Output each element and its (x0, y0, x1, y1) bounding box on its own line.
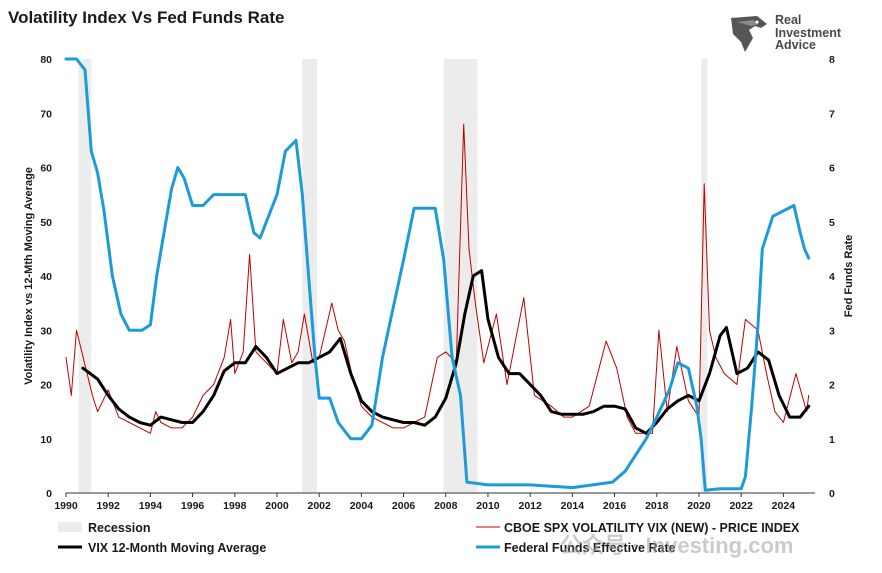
brand-name: Real Investment Advice (775, 14, 841, 52)
y-right-tick-label: 2 (829, 380, 835, 392)
x-tick-label: 2006 (392, 500, 416, 512)
legend-fed-label: Federal Funds Effective Rate (504, 541, 676, 555)
eagle-head-icon (731, 16, 767, 52)
series-lines (64, 57, 811, 492)
x-tick-label: 2004 (350, 500, 374, 512)
fed-funds-rate-line (64, 57, 811, 492)
x-tick-label: 2022 (729, 500, 753, 512)
y-right-tick-label: 8 (829, 54, 835, 66)
x-tick-label: 2024 (772, 500, 796, 512)
legend-recession-swatch (58, 522, 82, 532)
x-tick-label: 2000 (265, 500, 289, 512)
y-right-tick-label: 7 (829, 108, 835, 120)
x-tick-label: 2018 (645, 500, 669, 512)
x-tick-label: 2012 (518, 500, 542, 512)
x-tick-label: 1994 (139, 500, 163, 512)
y-left-tick-label: 40 (40, 271, 52, 283)
legend-recession-label: Recession (88, 521, 151, 535)
legend-ma-label: VIX 12-Month Moving Average (88, 541, 266, 555)
y-right-tick-label: 0 (829, 488, 835, 500)
brand-logo: Real Investment Advice (727, 12, 857, 58)
vix-moving-average-line (81, 269, 811, 435)
x-tick-label: 2020 (687, 500, 711, 512)
y-right-tick-label: 6 (829, 163, 835, 175)
y-axis-left-label: Volatility Index vs 12-Mth Moving Averag… (23, 167, 35, 385)
y-left-tick-label: 50 (40, 217, 52, 229)
y-right-tick-label: 1 (829, 434, 835, 446)
y-left-tick-label: 70 (40, 108, 52, 120)
legend-vix-label: CBOE SPX VOLATILITY VIX (NEW) - PRICE IN… (504, 521, 800, 535)
x-tick-label: 1990 (54, 500, 78, 512)
y-left-tick-label: 80 (40, 54, 52, 66)
brand-line-2: Investment (775, 25, 841, 40)
x-tick-label: 2016 (603, 500, 627, 512)
x-tick-label: 1992 (97, 500, 121, 512)
x-tick-label: 2014 (561, 500, 585, 512)
y-axis-right-label: Fed Funds Rate (843, 235, 855, 318)
x-tick-label: 2010 (476, 500, 500, 512)
y-left-tick-label: 10 (40, 434, 52, 446)
brand-line-1: Real (775, 13, 802, 27)
x-tick-label: 2008 (434, 500, 458, 512)
y-right-tick-label: 4 (829, 271, 835, 283)
watermark-text: 公众号 · Investing.com (560, 533, 794, 558)
y-left-tick-label: 0 (46, 488, 52, 500)
recession-band (78, 59, 92, 493)
recession-band (701, 59, 708, 493)
y-right-tick-label: 5 (829, 217, 835, 229)
x-tick-label: 1996 (181, 500, 205, 512)
chart-title: Volatility Index Vs Fed Funds Rate (8, 8, 285, 27)
y-left-tick-label: 30 (40, 325, 52, 337)
brand-line-3: Advice (775, 38, 816, 52)
y-right-tick-label: 3 (829, 325, 835, 337)
legend: Recession CBOE SPX VOLATILITY VIX (NEW) -… (58, 521, 800, 555)
y-left-tick-label: 20 (40, 380, 52, 392)
x-tick-label: 1998 (223, 500, 247, 512)
x-tick-label: 2002 (308, 500, 332, 512)
axes: 1990 1992 1994 1996 1998 2000 2002 2004 2006 2008… (40, 54, 835, 512)
y-left-tick-label: 60 (40, 163, 52, 175)
